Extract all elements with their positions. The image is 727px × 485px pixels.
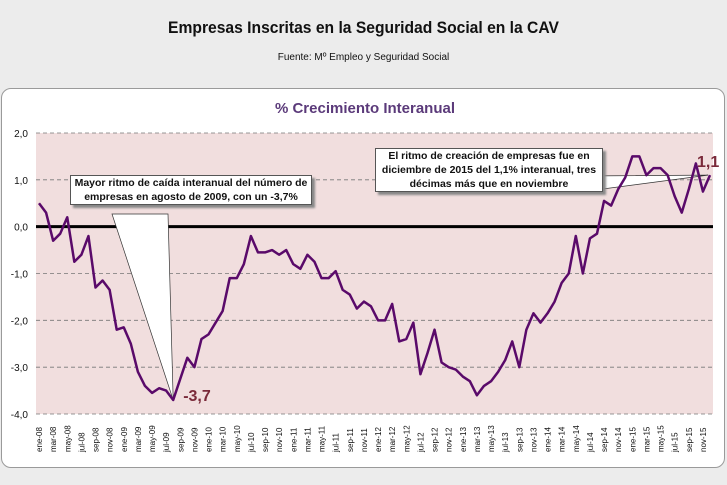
x-tick-label: nov-11 [360,428,369,452]
x-tick-label: may-14 [572,425,581,452]
x-tick-label: ene-11 [289,427,298,452]
x-tick-label: may-08 [63,425,72,452]
y-tick-label: -3,0 [11,363,29,374]
x-tick-label: may-09 [148,425,157,452]
source-note: Fuente: Mº Empleo y Seguridad Social [277,52,450,63]
x-tick-label: ene-12 [374,427,383,452]
y-tick-label: -1,0 [11,270,29,281]
x-tick-label: may-10 [233,425,242,452]
x-tick-label: mar-10 [219,426,228,452]
y-tick-label: -2,0 [11,316,29,327]
x-tick-label: sep-09 [176,427,185,452]
x-tick-label: may-12 [402,425,411,452]
x-tick-label: ene-15 [628,427,637,452]
x-tick-label: mar-13 [473,426,482,452]
x-tick-label: sep-10 [261,427,270,452]
y-tick-label: 2,0 [14,129,28,140]
x-tick-label: may-13 [487,425,496,452]
x-tick-label: nov-14 [614,427,623,452]
x-tick-label: ene-14 [544,427,553,452]
x-tick-label: jul-14 [586,432,595,453]
page-title: Empresas Inscritas en la Seguridad Socia… [168,18,559,37]
x-tick-label: sep-13 [515,427,524,452]
x-tick-label: sep-15 [685,427,694,452]
x-tick-label: nov-15 [699,427,708,452]
x-tick-label: may-11 [318,425,327,452]
x-tick-label: jul-12 [416,432,425,453]
x-tick-label: nov-12 [445,427,454,452]
x-tick-label: ene-13 [459,427,468,452]
min-callout: Mayor ritmo de caída interanual del núme… [70,175,312,205]
x-tick-label: ene-08 [35,427,44,452]
x-tick-label: sep-12 [431,427,440,452]
chart-title: % Crecimiento Interanual [275,100,455,117]
x-tick-label: jul-09 [162,432,171,453]
min-callout-pointer [111,213,174,401]
last-callout: El ritmo de creación de empresas fue en … [375,148,603,192]
x-tick-label: may-15 [657,425,666,452]
x-tick-label: sep-08 [92,427,101,452]
x-tick-label: nov-09 [190,427,199,452]
x-tick-label: sep-11 [346,428,355,452]
x-tick-label: mar-15 [642,426,651,452]
x-tick-label: jul-10 [247,432,256,453]
y-tick-label: -4,0 [11,410,29,421]
x-tick-label: mar-11 [303,427,312,452]
x-tick-label: sep-14 [600,427,609,452]
x-tick-label: jul-11 [332,432,341,453]
x-tick-label: ene-09 [120,427,129,452]
x-tick-label: ene-10 [205,427,214,452]
last-value-label: 1,1 [697,154,719,171]
x-tick-label: mar-08 [49,426,58,452]
y-tick-label: 0,0 [14,223,28,234]
x-tick-label: jul-13 [501,432,510,453]
x-tick-label: nov-13 [529,427,538,452]
x-tick-label: mar-09 [134,426,143,452]
series-line [38,155,712,402]
x-tick-label: mar-14 [558,426,567,452]
x-tick-label: nov-08 [106,427,115,452]
min-value-label: -3,7 [183,388,211,405]
y-tick-label: 1,0 [14,176,28,187]
x-tick-label: nov-10 [275,427,284,452]
x-tick-label: jul-15 [671,432,680,453]
x-tick-label: jul-08 [77,432,86,453]
x-tick-label: mar-12 [388,426,397,452]
